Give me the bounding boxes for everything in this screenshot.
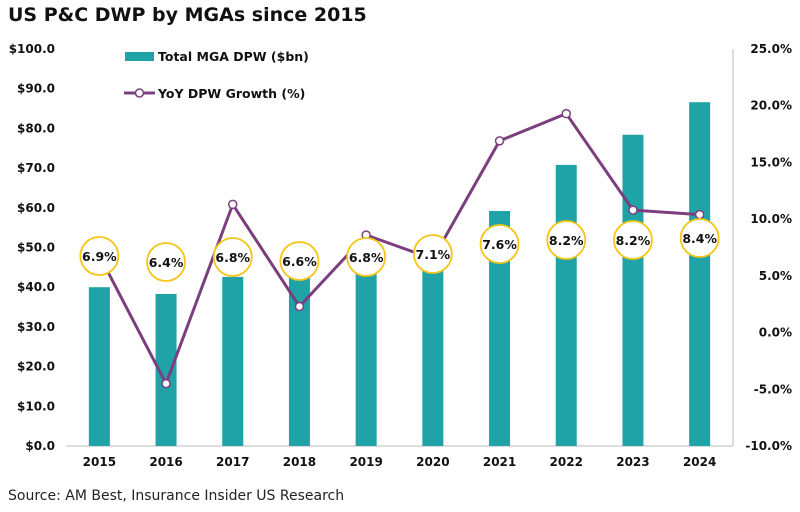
annotation-label: 6.8% [215,250,250,265]
left-axis-tick: $80.0 [17,121,55,135]
right-axis-tick: 10.0% [750,212,792,226]
annotation-label: 6.4% [149,255,184,270]
annotation-label: 7.1% [416,247,451,262]
left-axis-tick: $30.0 [17,320,55,334]
bar [288,275,310,446]
left-axis-tick: $10.0 [17,399,55,413]
growth-point [494,136,505,146]
x-axis-tick: 2017 [216,455,249,469]
growth-point [561,108,571,119]
right-axis-tick: -5.0% [754,382,792,396]
annotation-circle [679,218,720,258]
annotation-circle [146,242,186,282]
bar [555,164,577,446]
right-axis-tick: 5.0% [759,269,792,283]
bar [355,271,377,446]
legend-line-marker [134,88,145,98]
x-axis-tick: 2019 [349,455,382,469]
right-axis-tick: 20.0% [750,99,792,113]
x-axis-tick: 2018 [283,455,316,469]
annotation-label: 8.4% [682,231,717,246]
bar [689,102,711,446]
x-axis-tick: 2020 [416,455,449,469]
left-axis-tick: $50.0 [17,241,55,255]
x-axis-tick: 2021 [483,455,516,469]
annotation-circle [412,234,453,274]
annotation-circle [613,220,653,260]
x-axis-tick: 2023 [616,455,649,469]
annotation-label: 6.6% [282,254,317,269]
annotation-circle [279,241,320,281]
left-axis-tick: $60.0 [17,201,55,215]
right-axis-tick: -10.0% [745,439,792,453]
annotation-label: 8.2% [616,233,651,248]
growth-point [294,301,305,312]
bar [88,287,110,446]
legend-line-label: YoY DPW Growth (%) [157,86,305,101]
bar [222,276,244,446]
chart-title: US P&C DWP by MGAs since 2015 [8,4,367,26]
x-axis-tick: 2022 [550,455,583,469]
bar [489,210,511,446]
x-axis-tick: 2016 [149,455,182,469]
growth-point [694,209,705,220]
x-axis-tick: 2015 [83,455,116,469]
bar [622,134,644,446]
growth-point [628,205,638,215]
left-axis-tick: $20.0 [17,360,55,374]
annotation-circle [479,224,520,264]
left-axis-tick: $100.0 [9,42,55,56]
annotation-circle [212,237,253,277]
left-axis-tick: $0.0 [25,439,55,453]
growth-line [98,111,700,388]
legend-bar-label: Total MGA DPW ($bn) [158,49,309,64]
bar [422,269,444,446]
annotation-circle [546,220,587,260]
annotation-label: 6.9% [82,249,117,264]
bar [155,293,177,446]
annotation-label: 6.8% [349,250,384,265]
x-axis-tick: 2024 [683,455,716,469]
left-axis-tick: $90.0 [17,82,55,96]
right-axis-tick: 0.0% [759,326,792,340]
annotation-label: 8.2% [549,233,584,248]
right-axis-tick: 25.0% [750,42,792,56]
left-axis-tick: $40.0 [17,280,55,294]
growth-point [228,199,238,210]
left-axis-tick: $70.0 [17,161,55,175]
growth-point [161,378,171,389]
right-axis-tick: 15.0% [750,155,792,169]
source-note: Source: AM Best, Insurance Insider US Re… [8,488,345,504]
annotation-circle [79,236,120,276]
legend-bar-swatch [125,52,154,61]
annotation-label: 7.6% [482,237,517,252]
annotation-circle [346,237,387,277]
